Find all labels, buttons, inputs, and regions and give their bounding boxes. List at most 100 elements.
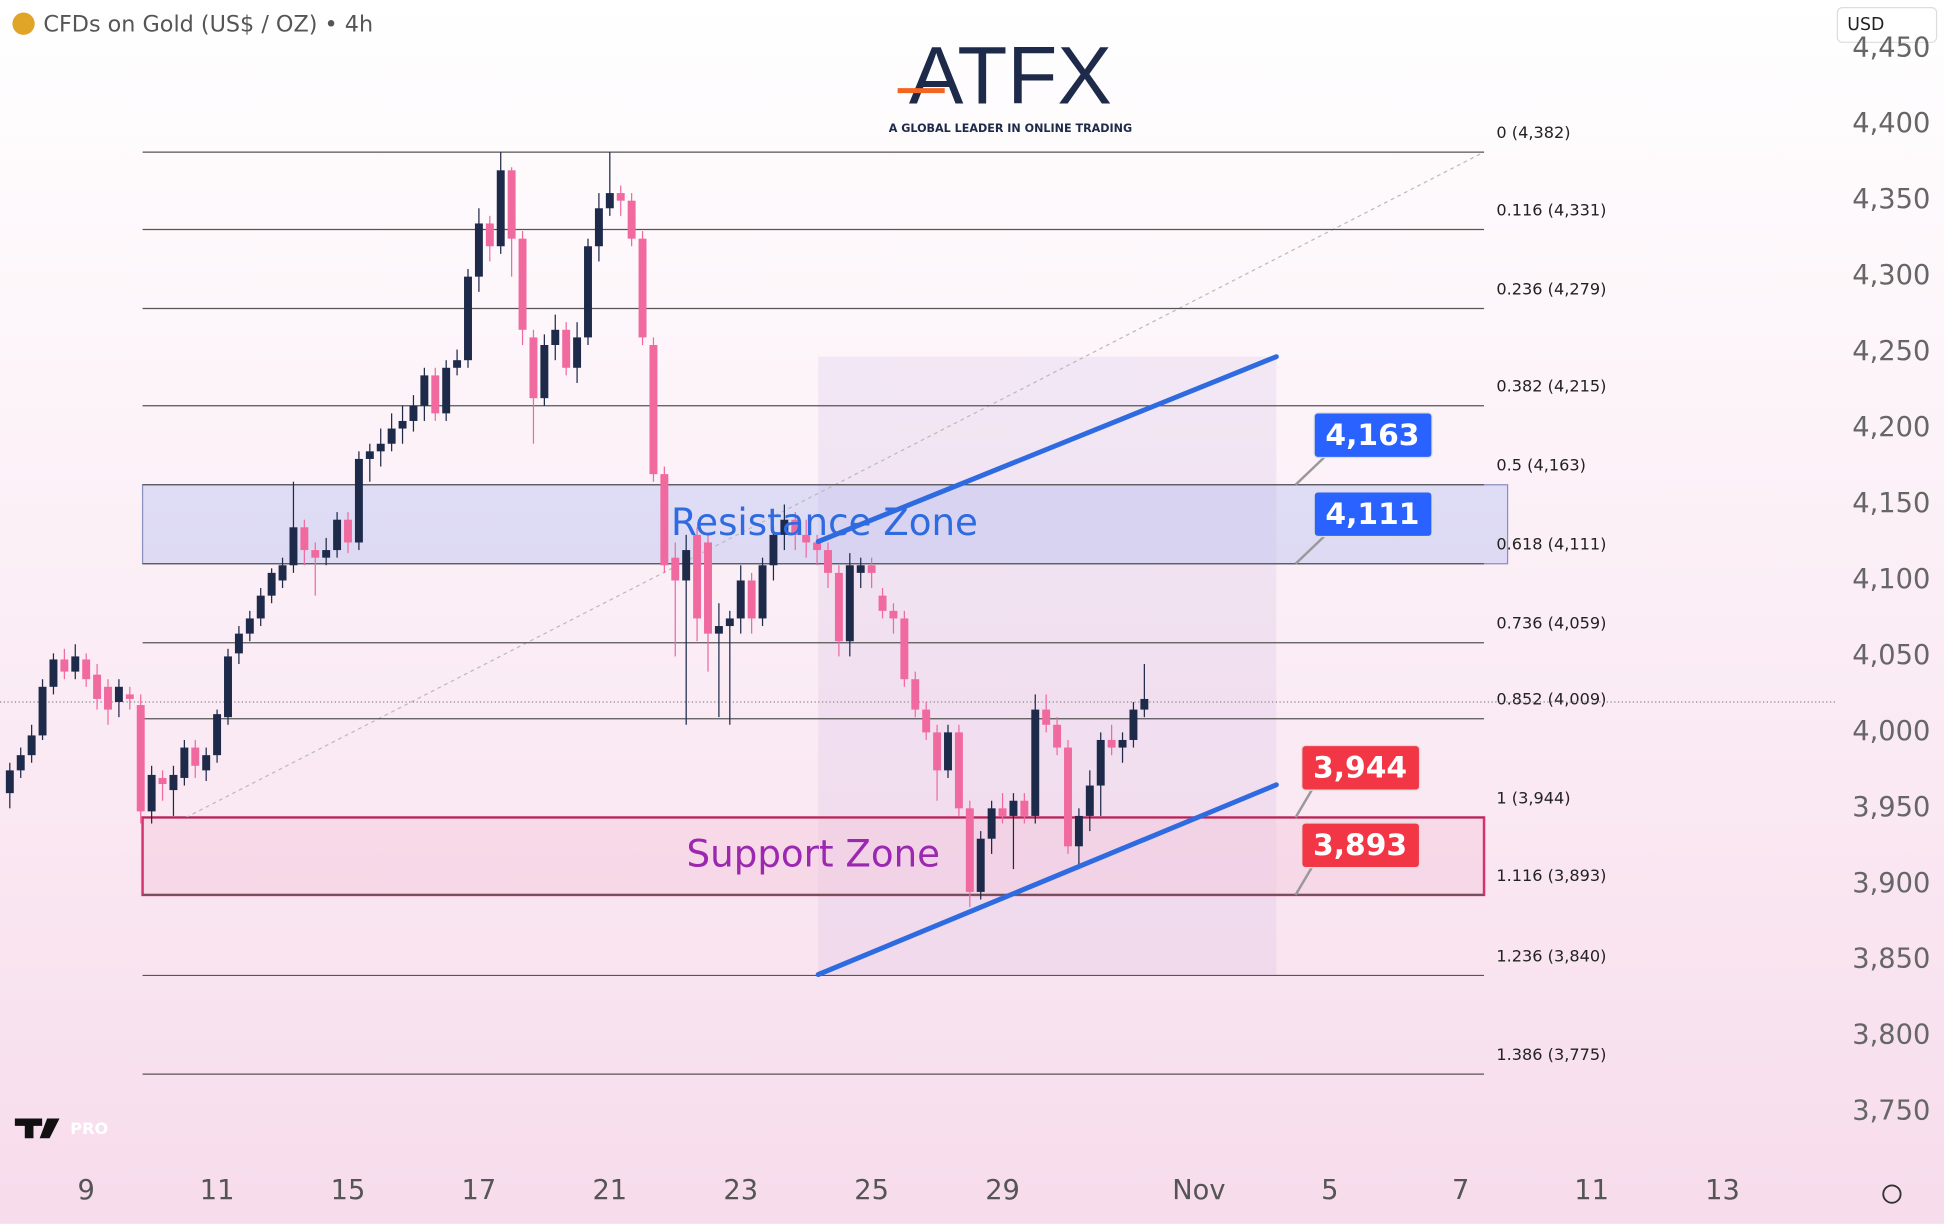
x-tick-label: 13: [1705, 1175, 1740, 1206]
fib-label: 1.236 (3,840): [1496, 946, 1606, 965]
candle-body: [1107, 739, 1116, 748]
candle-body: [344, 519, 352, 543]
x-tick-label: 11: [200, 1175, 235, 1206]
candle-body: [834, 572, 843, 642]
logo-tagline: A GLOBAL LEADER IN ONLINE TRADING: [889, 122, 1132, 135]
candle-body: [649, 345, 658, 475]
candle-body: [867, 565, 876, 573]
zone: [141, 816, 1486, 897]
candle-body: [474, 223, 483, 277]
tag-pointer: [1294, 456, 1325, 486]
candle-body: [82, 659, 91, 680]
projection-area: [818, 356, 1277, 975]
price-tag: [1301, 822, 1421, 869]
fib-label: 0.852 (4,009): [1496, 690, 1606, 709]
candle-body: [485, 223, 494, 247]
candle-body: [224, 656, 232, 718]
candle-body: [976, 838, 985, 892]
candle-body: [376, 443, 385, 452]
candle-body: [540, 345, 549, 399]
candle-body: [191, 747, 200, 766]
candle-body: [725, 618, 734, 627]
candle-body: [758, 565, 767, 619]
candle-body: [933, 732, 942, 771]
candle-body: [1140, 698, 1149, 710]
candle-body: [1118, 739, 1127, 748]
candle-body: [213, 714, 222, 756]
price-tag: [1301, 744, 1421, 791]
tag-pointer: [1294, 789, 1313, 819]
candle-body: [987, 808, 996, 839]
x-tick-label: 23: [723, 1175, 758, 1206]
tag-pointer: [1294, 535, 1325, 565]
candle-body: [638, 238, 647, 338]
candle-body: [16, 755, 25, 771]
fib-label: 1.386 (3,775): [1496, 1045, 1606, 1064]
candle-body: [300, 527, 309, 551]
currency-selector[interactable]: [1836, 6, 1938, 43]
candle-body: [27, 735, 36, 756]
candle-body: [998, 808, 1007, 816]
fib-label: 0.618 (4,111): [1496, 535, 1606, 554]
symbol-title: CFDs on Gold (US$ / OZ) • 4h: [43, 11, 373, 37]
candle-body: [714, 626, 723, 634]
fib-label: 1 (3,944): [1496, 788, 1570, 807]
candle-body: [802, 534, 811, 543]
candle-body: [529, 337, 538, 399]
candle-body: [1009, 800, 1018, 816]
x-tick-label: 17: [462, 1175, 497, 1206]
fib-label: 0 (4,382): [1496, 123, 1570, 142]
candle-body: [1031, 709, 1040, 816]
candle-body: [856, 565, 865, 573]
candle-body: [93, 674, 102, 699]
y-tick-label: 4,250: [1852, 336, 1930, 367]
fib-label: 0.736 (4,059): [1496, 614, 1606, 633]
candle-body: [5, 770, 14, 794]
x-tick-label: 9: [78, 1175, 95, 1206]
candle-body: [682, 550, 691, 581]
candle-body: [627, 200, 636, 239]
candle-body: [442, 367, 451, 414]
trendline: [815, 782, 1279, 978]
y-tick-label: 4,000: [1852, 716, 1930, 747]
tv-logo: [14, 1118, 60, 1139]
candle-body: [60, 659, 69, 672]
tag-pointer: [1294, 867, 1313, 896]
candle-body: [125, 694, 134, 699]
y-tick-label: 4,200: [1852, 412, 1930, 443]
candle-body: [1096, 739, 1105, 786]
candle-body: [49, 659, 58, 687]
candle-body: [616, 193, 625, 201]
candle-body: [387, 428, 396, 444]
x-tick-label: 15: [331, 1175, 366, 1206]
candle-body: [311, 550, 320, 558]
candle-body: [453, 360, 462, 368]
x-tick-label: 7: [1452, 1175, 1469, 1206]
x-tick-label: Nov: [1172, 1175, 1225, 1206]
candle-body: [289, 527, 298, 566]
candle-body: [496, 170, 505, 247]
zone-label: Support Zone: [687, 832, 941, 876]
candle-body: [322, 550, 331, 558]
y-tick-label: 3,950: [1852, 792, 1930, 823]
candle-body: [1020, 800, 1029, 816]
candle-body: [889, 610, 898, 619]
candle-body: [278, 565, 287, 581]
candle-body: [114, 686, 123, 702]
candle-body: [671, 557, 680, 581]
candle-body: [747, 580, 756, 619]
candle-body: [71, 656, 80, 672]
settings-icon[interactable]: [1882, 1184, 1902, 1204]
candle-body: [573, 337, 582, 368]
candle-body: [1074, 815, 1083, 847]
candle-body: [605, 193, 614, 209]
candle-body: [158, 777, 167, 785]
candle-body: [594, 208, 603, 247]
candle-body: [704, 542, 712, 634]
candle-body: [354, 458, 363, 543]
candle-body: [365, 451, 374, 459]
candle-body: [464, 276, 472, 361]
candle-body: [431, 375, 440, 414]
